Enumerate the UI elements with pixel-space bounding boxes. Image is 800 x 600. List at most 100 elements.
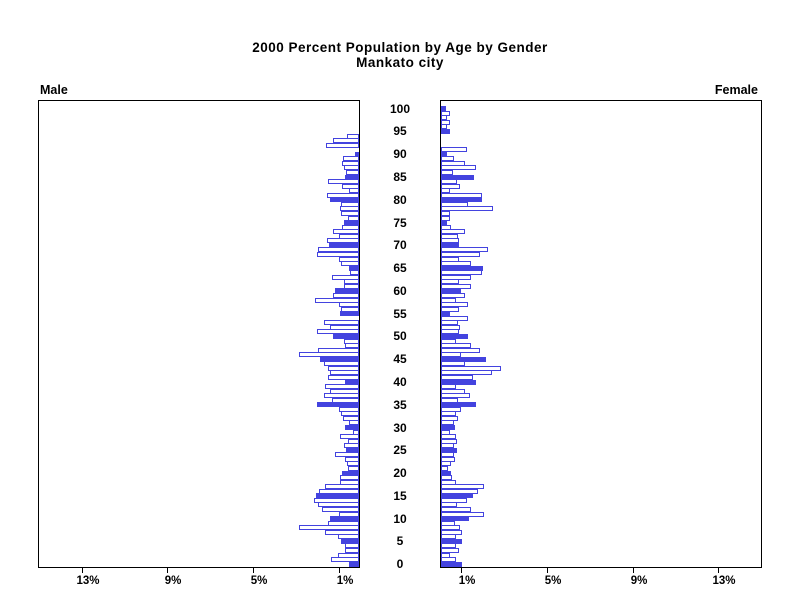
male-bar-age-70 — [329, 243, 359, 248]
male-bar-age-38 — [330, 389, 359, 394]
female-bar-age-34 — [441, 407, 461, 412]
female-bar-age-68 — [441, 252, 480, 257]
female-bar-age-7 — [441, 530, 462, 535]
male-bar-age-83 — [342, 184, 359, 189]
female-bar-age-54 — [441, 316, 468, 321]
female-bar-age-49 — [441, 339, 456, 344]
female-bar-age-83 — [441, 184, 460, 189]
male-bar-age-61 — [344, 284, 359, 289]
age-axis-label-85: 85 — [393, 170, 407, 184]
female-bar-age-11 — [441, 512, 484, 517]
female-bar-age-36 — [441, 398, 458, 403]
male-bar-age-34 — [339, 407, 359, 412]
left-x-tick-label-9: 9% — [164, 575, 182, 587]
female-bar-age-17 — [441, 484, 484, 489]
age-axis-label-10: 10 — [393, 512, 407, 526]
female-bar-age-81 — [441, 193, 482, 198]
age-axis-label-95: 95 — [393, 124, 407, 138]
female-bar-age-86 — [441, 170, 453, 175]
right-x-tick-5 — [547, 568, 548, 573]
male-bar-age-20 — [342, 471, 359, 476]
female-bar-age-95 — [441, 129, 450, 134]
left-x-tick-1 — [339, 568, 340, 573]
male-bar-age-58 — [315, 298, 359, 303]
male-bar-age-14 — [314, 498, 359, 503]
male-bar-age-77 — [341, 211, 359, 216]
age-axis-label-60: 60 — [393, 284, 407, 298]
female-bar-age-0 — [441, 562, 462, 567]
male-bar-age-36 — [332, 398, 359, 403]
male-panel-label: Male — [40, 83, 68, 97]
left-x-tick-label-13: 13% — [76, 575, 100, 587]
male-bar-age-72 — [339, 234, 359, 239]
female-bar-age-85 — [441, 175, 474, 180]
age-axis-label-55: 55 — [393, 307, 407, 321]
male-bar-age-21 — [348, 466, 359, 471]
male-bar-age-39 — [325, 384, 359, 389]
female-bar-age-58 — [441, 298, 456, 303]
female-bar-age-45 — [441, 357, 486, 362]
female-bar-age-27 — [441, 439, 457, 444]
male-bar-age-18 — [340, 480, 359, 485]
age-axis-label-90: 90 — [393, 147, 407, 161]
male-bar-age-68 — [317, 252, 359, 257]
male-bar-age-84 — [328, 179, 359, 184]
right-x-tick-label-5: 5% — [544, 575, 562, 587]
female-bar-age-77 — [441, 211, 450, 216]
female-bar-age-40 — [441, 380, 476, 385]
male-bar-age-89 — [343, 156, 359, 161]
female-bar-age-3 — [441, 548, 459, 553]
male-bar-age-92 — [326, 143, 359, 148]
male-bar-age-81 — [327, 193, 359, 198]
male-bar-age-65 — [349, 266, 359, 271]
male-bar-age-90 — [355, 152, 359, 157]
age-axis-label-5: 5 — [396, 534, 404, 548]
male-bar-age-16 — [319, 489, 359, 494]
male-bar-age-86 — [346, 170, 359, 175]
female-bar-age-38 — [441, 389, 465, 394]
male-bar-age-29 — [353, 430, 359, 435]
female-bar-age-21 — [441, 466, 448, 471]
age-axis-label-0: 0 — [396, 557, 404, 571]
age-axis-label-80: 80 — [393, 193, 407, 207]
female-bar-age-67 — [441, 257, 459, 262]
chart-subtitle: Mankato city — [356, 55, 444, 70]
female-bar-age-50 — [441, 334, 468, 339]
female-bar-age-91 — [441, 147, 467, 152]
male-bar-age-9 — [328, 521, 359, 526]
female-bar-age-43 — [441, 366, 501, 371]
male-bar-age-45 — [320, 357, 359, 362]
age-axis-label-40: 40 — [393, 375, 407, 389]
female-bar-age-18 — [441, 480, 456, 485]
male-bar-age-30 — [345, 425, 359, 430]
male-bar-age-63 — [332, 275, 359, 280]
age-axis-label-65: 65 — [393, 261, 407, 275]
age-axis-label-100: 100 — [389, 102, 411, 116]
male-chart-panel — [38, 100, 360, 568]
male-bar-age-3 — [345, 548, 359, 553]
female-bar-age-73 — [441, 229, 465, 234]
female-bar-age-16 — [441, 489, 478, 494]
female-chart-panel — [440, 100, 762, 568]
female-bar-age-14 — [441, 498, 467, 503]
age-axis-label-20: 20 — [393, 466, 407, 480]
age-axis-label-35: 35 — [393, 398, 407, 412]
female-bar-age-69 — [441, 247, 488, 252]
male-bar-age-85 — [345, 175, 359, 180]
left-x-tick-label-1: 1% — [336, 575, 354, 587]
right-x-tick-label-9: 9% — [630, 575, 648, 587]
female-bar-age-32 — [441, 416, 458, 421]
male-bar-age-5 — [341, 539, 359, 544]
female-bar-age-89 — [441, 156, 454, 161]
female-bar-age-70 — [441, 243, 459, 248]
male-bar-age-88 — [342, 161, 359, 166]
right-x-tick-label-1: 1% — [458, 575, 476, 587]
age-axis-label-25: 25 — [393, 443, 407, 457]
age-axis-label-15: 15 — [393, 489, 407, 503]
right-x-tick-13 — [718, 568, 719, 573]
female-bar-age-63 — [441, 275, 471, 280]
male-bar-age-49 — [344, 339, 359, 344]
age-axis-label-75: 75 — [393, 216, 407, 230]
male-bar-age-0 — [349, 562, 359, 567]
male-bar-age-25 — [346, 448, 359, 453]
